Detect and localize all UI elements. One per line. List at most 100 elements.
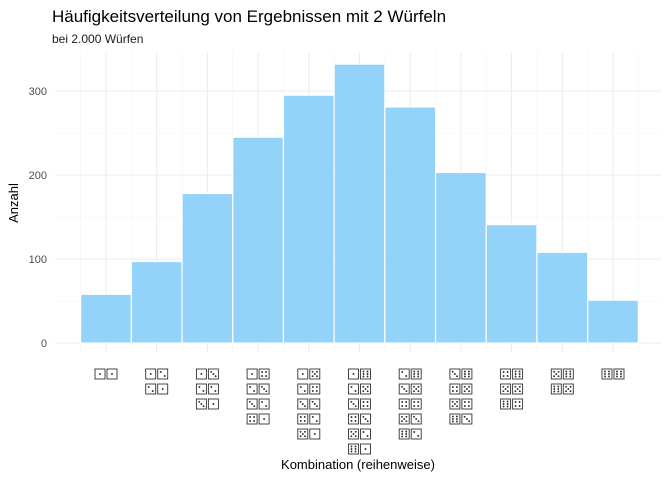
- die-3-icon: [207, 368, 219, 380]
- y-tick-label: 200: [29, 170, 47, 182]
- dice-pair: [398, 383, 422, 395]
- die-2-icon: [398, 368, 410, 380]
- dice-pair: [195, 398, 219, 410]
- die-6-icon: [500, 398, 512, 410]
- dice-pair: [449, 413, 473, 425]
- die-1-icon: [145, 368, 157, 380]
- bars: [80, 63, 639, 344]
- die-2-icon: [309, 413, 321, 425]
- die-1-icon: [348, 368, 359, 380]
- bar-3: [130, 260, 183, 344]
- die-6-icon: [562, 368, 574, 380]
- die-6-icon: [410, 368, 422, 380]
- x-axis-dice-ticks: [94, 368, 625, 455]
- die-4-icon: [297, 413, 309, 425]
- dice-pair: [348, 428, 371, 440]
- die-2-icon: [348, 383, 359, 395]
- die-3-icon: [461, 413, 473, 425]
- die-1-icon: [360, 443, 371, 455]
- die-4-icon: [309, 383, 321, 395]
- die-2-icon: [258, 398, 270, 410]
- die-4-icon: [360, 398, 371, 410]
- die-1-icon: [258, 413, 270, 425]
- die-2-icon: [207, 383, 219, 395]
- chart-title: Häufigkeitsverteilung von Ergebnissen mi…: [52, 7, 446, 26]
- dice-pair: [145, 368, 169, 380]
- dice-pair: [550, 383, 574, 395]
- dice-pair: [449, 368, 473, 380]
- dice-pair: [348, 443, 371, 455]
- dice-pair: [94, 368, 118, 380]
- dice-pair: [550, 368, 574, 380]
- die-3-icon: [398, 383, 410, 395]
- dice-pair: [398, 413, 422, 425]
- bar-11: [536, 251, 589, 344]
- dice-pair: [195, 368, 219, 380]
- x-tick-sum-11: [550, 368, 574, 395]
- die-2-icon: [297, 383, 309, 395]
- x-axis-title: Kombination (reihenweise): [281, 457, 435, 472]
- y-tick-label: 100: [29, 254, 47, 266]
- die-1-icon: [309, 428, 321, 440]
- die-4-icon: [258, 368, 270, 380]
- x-tick-sum-5: [246, 368, 270, 425]
- die-5-icon: [360, 383, 371, 395]
- dice-pair: [297, 398, 321, 410]
- bar-10: [485, 223, 538, 344]
- x-tick-sum-6: [297, 368, 321, 440]
- die-6-icon: [348, 443, 359, 455]
- y-tick-label: 300: [29, 86, 47, 98]
- die-4-icon: [410, 398, 422, 410]
- x-tick-sum-7: [348, 368, 371, 455]
- die-5-icon: [398, 413, 410, 425]
- die-3-icon: [258, 383, 270, 395]
- dice-pair: [601, 368, 625, 380]
- die-5-icon: [550, 368, 562, 380]
- die-3-icon: [360, 413, 371, 425]
- die-6-icon: [398, 428, 410, 440]
- die-4-icon: [512, 398, 524, 410]
- die-5-icon: [309, 368, 321, 380]
- die-4-icon: [449, 383, 461, 395]
- die-1-icon: [207, 398, 219, 410]
- die-5-icon: [500, 383, 512, 395]
- die-1-icon: [246, 368, 258, 380]
- die-6-icon: [613, 368, 625, 380]
- dice-pair: [246, 368, 270, 380]
- die-4-icon: [461, 398, 473, 410]
- x-tick-sum-4: [195, 368, 219, 410]
- dice-pair: [195, 383, 219, 395]
- die-4-icon: [246, 413, 258, 425]
- die-2-icon: [246, 383, 258, 395]
- die-5-icon: [410, 383, 422, 395]
- x-tick-sum-8: [398, 368, 422, 440]
- bar-5: [232, 136, 285, 344]
- die-2-icon: [195, 383, 207, 395]
- dice-pair: [449, 383, 473, 395]
- die-6-icon: [461, 368, 473, 380]
- die-4-icon: [348, 413, 359, 425]
- die-3-icon: [410, 413, 422, 425]
- dice-pair: [297, 413, 321, 425]
- die-1-icon: [157, 383, 169, 395]
- dice-pair: [449, 398, 473, 410]
- die-2-icon: [145, 383, 157, 395]
- die-5-icon: [461, 383, 473, 395]
- die-2-icon: [410, 428, 422, 440]
- die-2-icon: [360, 428, 371, 440]
- die-4-icon: [398, 398, 410, 410]
- die-3-icon: [195, 398, 207, 410]
- dice-pair: [297, 383, 321, 395]
- die-5-icon: [297, 428, 309, 440]
- dice-pair: [398, 398, 422, 410]
- y-tick-label: 0: [41, 338, 47, 350]
- die-3-icon: [297, 398, 309, 410]
- die-1-icon: [94, 368, 106, 380]
- die-6-icon: [550, 383, 562, 395]
- bar-12: [587, 299, 639, 344]
- die-5-icon: [449, 398, 461, 410]
- dice-pair: [348, 398, 371, 410]
- die-1-icon: [106, 368, 118, 380]
- die-3-icon: [449, 368, 461, 380]
- bar-8: [384, 106, 437, 344]
